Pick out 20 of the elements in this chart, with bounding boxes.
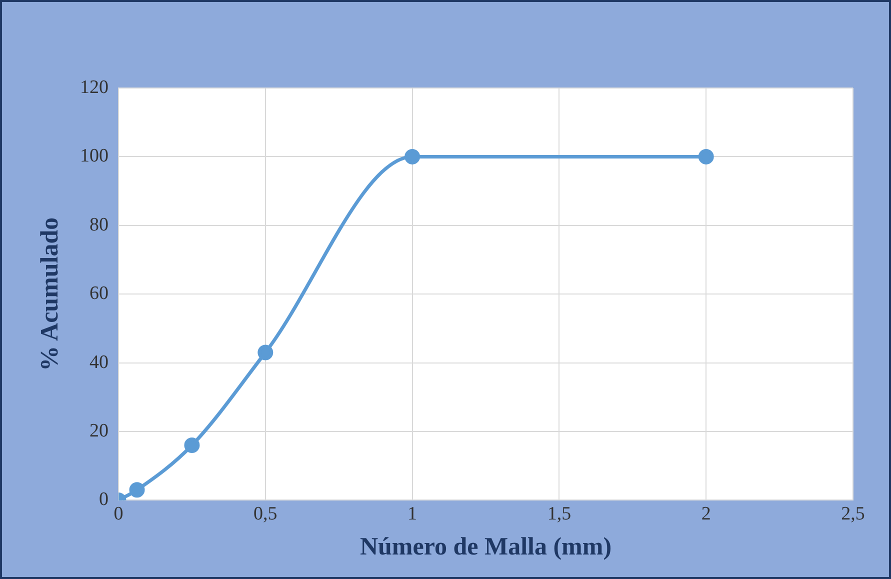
point <box>129 482 145 498</box>
y-tick-label: 0 <box>99 489 108 510</box>
y-tick-label: 20 <box>90 420 108 442</box>
point <box>258 344 274 360</box>
x-tick-label: 1 <box>408 504 418 525</box>
x-tick-label: 0 <box>114 504 124 525</box>
x-tick-label: 1,5 <box>547 504 572 525</box>
y-tick-label: 60 <box>90 283 108 304</box>
point <box>184 437 200 453</box>
y-tick-label: 40 <box>90 352 108 373</box>
y-axis-title: % Acumulado <box>36 217 64 371</box>
x-tick-label: 2,5 <box>841 504 865 525</box>
point <box>698 148 714 164</box>
y-tick-label: 80 <box>90 214 108 236</box>
x-tick-label: 2 <box>701 504 711 525</box>
point <box>404 148 420 164</box>
x-tick-label: 0,5 <box>254 504 278 525</box>
y-tick-label: 120 <box>80 76 108 98</box>
x-axis-title: Número de Malla (mm) <box>360 533 612 560</box>
y-tick-label: 100 <box>80 146 108 167</box>
